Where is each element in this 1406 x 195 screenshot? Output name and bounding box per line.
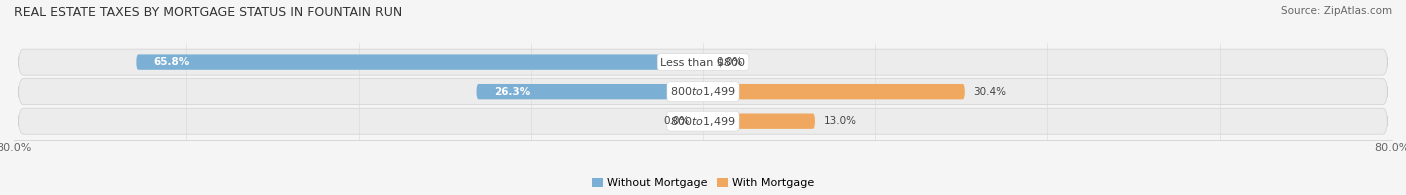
Text: 26.3%: 26.3%	[494, 87, 530, 97]
Text: $800 to $1,499: $800 to $1,499	[671, 115, 735, 128]
Text: Source: ZipAtlas.com: Source: ZipAtlas.com	[1281, 6, 1392, 16]
Text: Less than $800: Less than $800	[661, 57, 745, 67]
Text: 0.0%: 0.0%	[716, 57, 742, 67]
Text: $800 to $1,499: $800 to $1,499	[671, 85, 735, 98]
Text: 65.8%: 65.8%	[153, 57, 190, 67]
Text: 30.4%: 30.4%	[973, 87, 1007, 97]
FancyBboxPatch shape	[18, 108, 1388, 134]
FancyBboxPatch shape	[136, 54, 703, 70]
FancyBboxPatch shape	[703, 84, 965, 99]
FancyBboxPatch shape	[477, 84, 703, 99]
Legend: Without Mortgage, With Mortgage: Without Mortgage, With Mortgage	[592, 178, 814, 189]
Text: 13.0%: 13.0%	[824, 116, 856, 126]
FancyBboxPatch shape	[18, 49, 1388, 75]
Text: 0.0%: 0.0%	[664, 116, 690, 126]
Text: REAL ESTATE TAXES BY MORTGAGE STATUS IN FOUNTAIN RUN: REAL ESTATE TAXES BY MORTGAGE STATUS IN …	[14, 6, 402, 19]
FancyBboxPatch shape	[18, 79, 1388, 105]
FancyBboxPatch shape	[703, 113, 815, 129]
